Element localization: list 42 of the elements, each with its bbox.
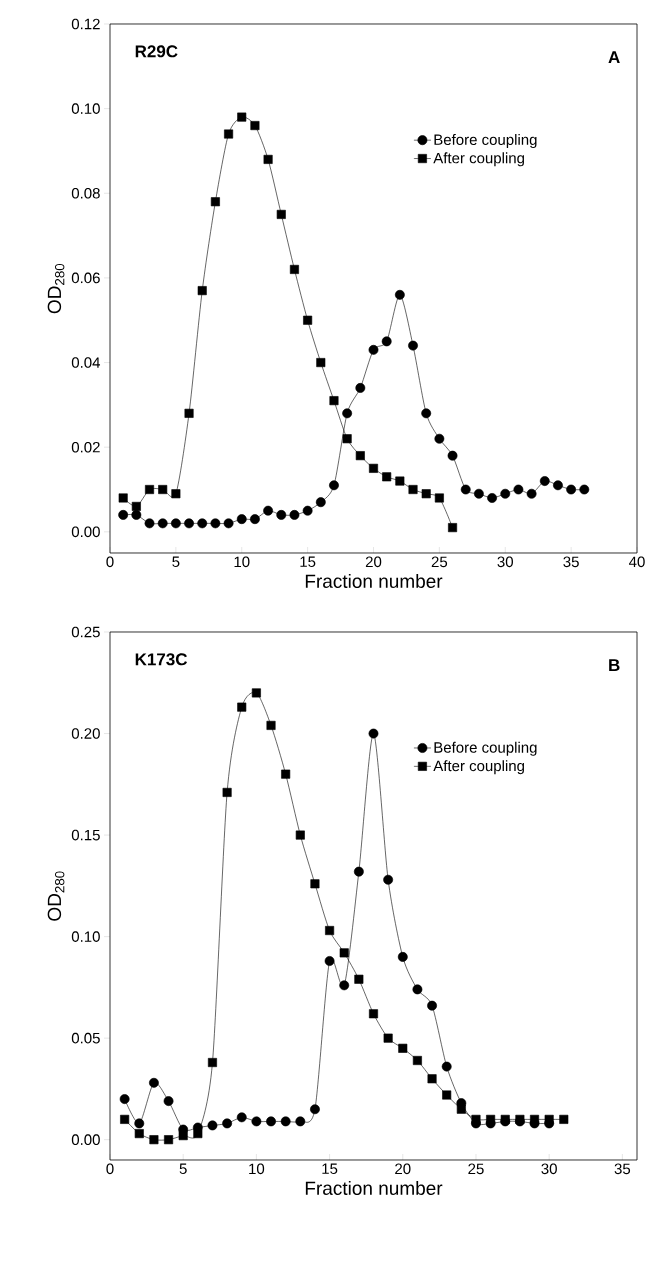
x-tick-label: 10	[249, 1163, 265, 1175]
y-tick-label: 0.06	[71, 272, 100, 284]
y-axis-title: OD$_{280}$	[47, 263, 65, 314]
y-tick-label: 0.04	[71, 357, 101, 368]
x-tick-label: 25	[431, 556, 448, 568]
y-tick-label: 0.25	[71, 626, 100, 638]
y-tick-label: 0.12	[71, 18, 100, 30]
text: K173C	[135, 653, 188, 666]
x-tick-label: 0	[106, 556, 114, 568]
x-tick-label: 15	[300, 556, 316, 567]
x-tick-label: 15	[322, 1163, 338, 1174]
x-tick-label: 0	[106, 1163, 114, 1175]
y-tick-label: 0.20	[71, 728, 100, 739]
legend-label: Before coupling	[434, 741, 537, 756]
x-tick-label: 10	[234, 556, 250, 568]
y-tick-label: 0.08	[71, 187, 100, 199]
legend-label: After coupling	[433, 152, 524, 167]
y-tick-label: 0.10	[71, 931, 100, 942]
legend-label: After coupling	[433, 760, 524, 775]
x-axis-title: Fraction number	[305, 574, 443, 588]
annotation: B	[609, 659, 620, 671]
annotation: A	[608, 51, 620, 64]
y-tick-label: 0.02	[71, 441, 100, 453]
x-tick-label: 30	[497, 556, 513, 568]
y-tick-label: 0.00	[71, 526, 100, 538]
legend-label: Before coupling	[434, 133, 537, 148]
y-tick-label: 0.10	[71, 103, 100, 114]
y-axis-title: OD$_{280}$	[47, 871, 65, 921]
x-tick-label: 5	[179, 1163, 187, 1174]
x-tick-label: 5	[172, 556, 180, 567]
x-tick-label: 40	[629, 556, 645, 568]
x-tick-label: 20	[365, 556, 382, 568]
x-tick-label: 25	[468, 1163, 484, 1175]
y-tick-label: 0.00	[71, 1134, 100, 1145]
x-tick-label: 35	[614, 1163, 631, 1175]
y-tick-label: 0.05	[71, 1032, 100, 1044]
x-axis-title: Fraction number	[305, 1181, 443, 1195]
text: R29C	[135, 45, 178, 58]
y-tick-label: 0.15	[71, 829, 100, 841]
x-tick-label: 20	[395, 1163, 411, 1175]
x-tick-label: 35	[563, 556, 579, 568]
x-tick-label: 30	[541, 1163, 557, 1175]
